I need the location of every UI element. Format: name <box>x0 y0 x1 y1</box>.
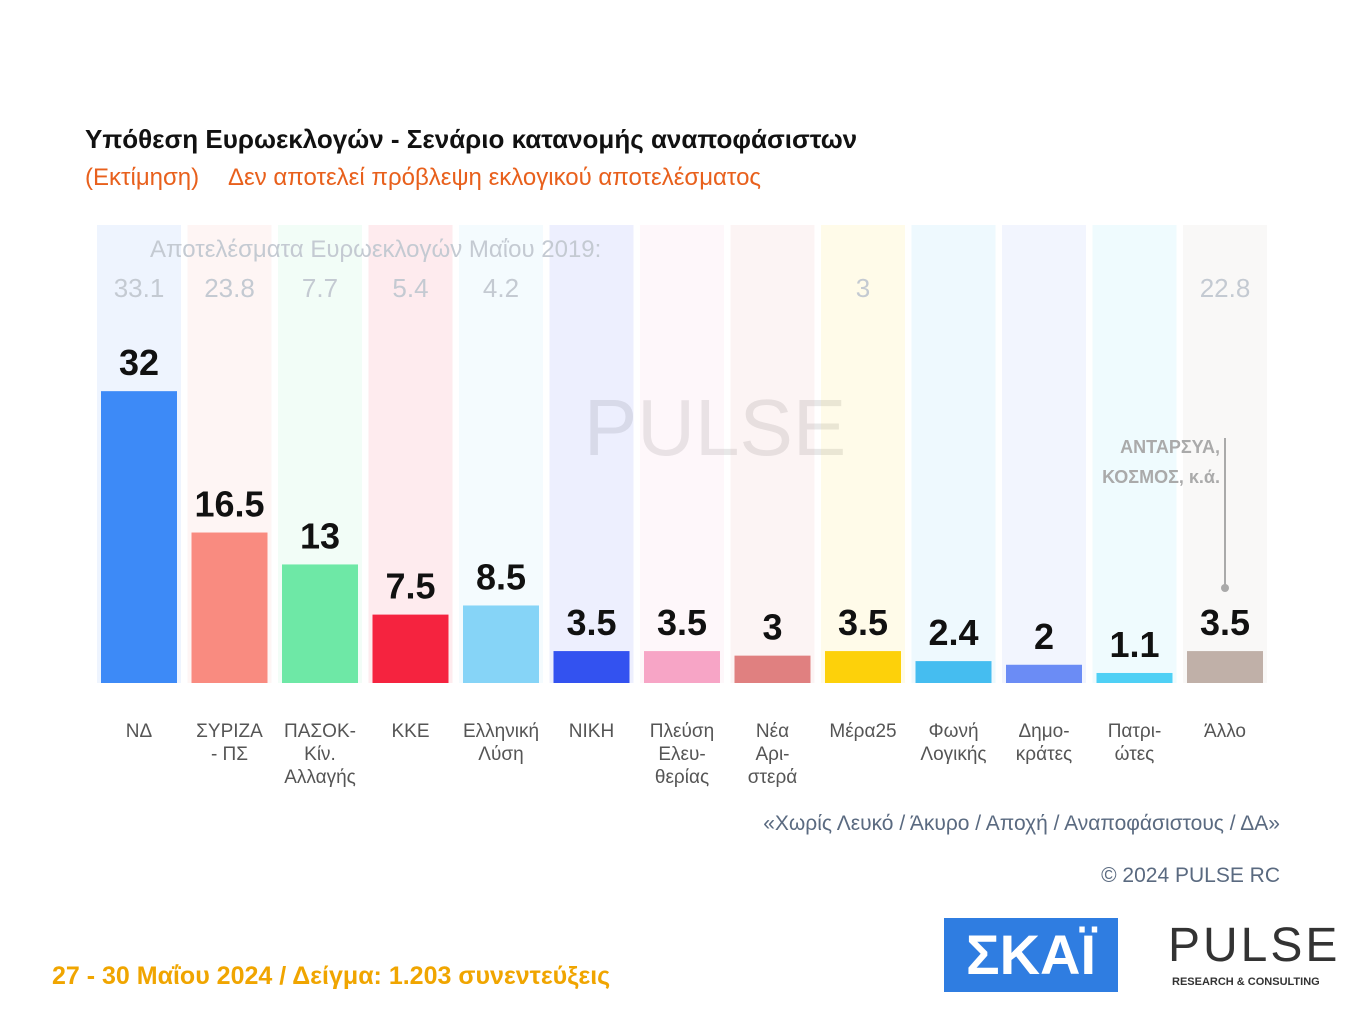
column-band <box>1092 225 1177 683</box>
x-tick-label: ΠΑΣΟΚ-Κίν. Αλλαγής <box>284 721 356 788</box>
value-label: 3.5 <box>838 602 888 643</box>
value-label: 3.5 <box>657 602 707 643</box>
annotation-dot <box>1221 584 1229 592</box>
bar <box>1187 651 1263 683</box>
previous-value: 33.1 <box>114 273 165 303</box>
previous-value: 4.2 <box>483 273 519 303</box>
previous-value: 5.4 <box>392 273 428 303</box>
x-tick-label: ΝΙΚΗ <box>568 721 615 742</box>
previous-value: 7.7 <box>302 273 338 303</box>
value-label: 3.5 <box>1200 602 1250 643</box>
bar <box>553 651 630 683</box>
value-label: 32 <box>119 342 159 383</box>
x-tick-label: ΣΥΡΙΖΑ - ΠΣ <box>196 721 263 765</box>
column-band <box>821 225 905 683</box>
broadcaster-logo: ΣΚΑΪ <box>944 918 1118 992</box>
bar <box>191 532 268 683</box>
value-label: 3.5 <box>566 602 616 643</box>
bar <box>463 605 539 683</box>
subtitle: Δεν αποτελεί πρόβλεψη εκλογικού αποτελέσ… <box>228 164 761 191</box>
copyright: © 2024 PULSE RC <box>1101 864 1280 887</box>
annotation: ΑΝΤΑΡΣΥΑ, ΚΟΣΜΟΣ, κ.ά. <box>1102 437 1220 487</box>
value-label: 13 <box>300 515 340 556</box>
subtitle-note: (Εκτίμηση) <box>85 164 200 191</box>
x-tick-label: Νέα Αρι- στερά <box>747 721 798 788</box>
column-band <box>911 225 996 683</box>
column-band <box>549 225 634 683</box>
x-tick-label: Πλεύση Ελευ- θερίας <box>649 721 715 788</box>
pollster-tagline: RESEARCH & CONSULTING <box>1172 976 1320 988</box>
x-tick-label: Δημο- κράτες <box>1015 721 1073 765</box>
x-tick-label: Πατρι- ώτες <box>1107 721 1162 765</box>
value-label: 3 <box>762 607 782 648</box>
bar <box>282 564 358 683</box>
x-tick-label: ΚΚΕ <box>391 721 430 742</box>
bar <box>915 661 992 683</box>
bar <box>825 651 901 683</box>
watermark: PULSE <box>584 383 846 472</box>
footnote: «Χωρίς Λευκό / Άκυρο / Αποχή / Αναποφάσι… <box>763 812 1280 835</box>
value-label: 16.5 <box>194 484 264 525</box>
previous-label: Αποτελέσματα Ευρωεκλογών Μαΐου 2019: <box>150 236 602 263</box>
x-tick-label: ΝΔ <box>125 721 153 742</box>
pollster-logo: PULSE <box>1168 919 1341 972</box>
column-band <box>368 225 453 683</box>
x-tick-label: Ελληνική Λύση <box>462 721 540 765</box>
chart-title: Υπόθεση Ευρωεκλογών - Σενάριο κατανομής … <box>85 124 858 154</box>
value-label: 7.5 <box>385 566 435 607</box>
value-label: 2 <box>1034 616 1054 657</box>
bar <box>372 614 449 683</box>
bar <box>1096 672 1173 683</box>
bar <box>101 391 177 683</box>
column-band <box>1002 225 1086 683</box>
previous-value: 22.8 <box>1200 273 1251 303</box>
x-tick-label: Άλλο <box>1204 721 1246 742</box>
fieldwork: 27 - 30 Μαΐου 2024 / Δείγμα: 1.203 συνεν… <box>52 962 611 990</box>
bar <box>734 655 811 683</box>
value-label: 2.4 <box>928 612 978 653</box>
column-band <box>730 225 815 683</box>
value-label: 1.1 <box>1109 624 1159 665</box>
bar <box>644 651 720 683</box>
previous-value: 23.8 <box>204 273 255 303</box>
column-band <box>640 225 724 683</box>
previous-value: 3 <box>856 273 870 303</box>
x-tick-label: Φωνή Λογικής <box>920 721 987 765</box>
x-tick-label: Μέρα25 <box>829 721 897 742</box>
value-label: 8.5 <box>476 556 526 597</box>
bar <box>1006 664 1082 683</box>
